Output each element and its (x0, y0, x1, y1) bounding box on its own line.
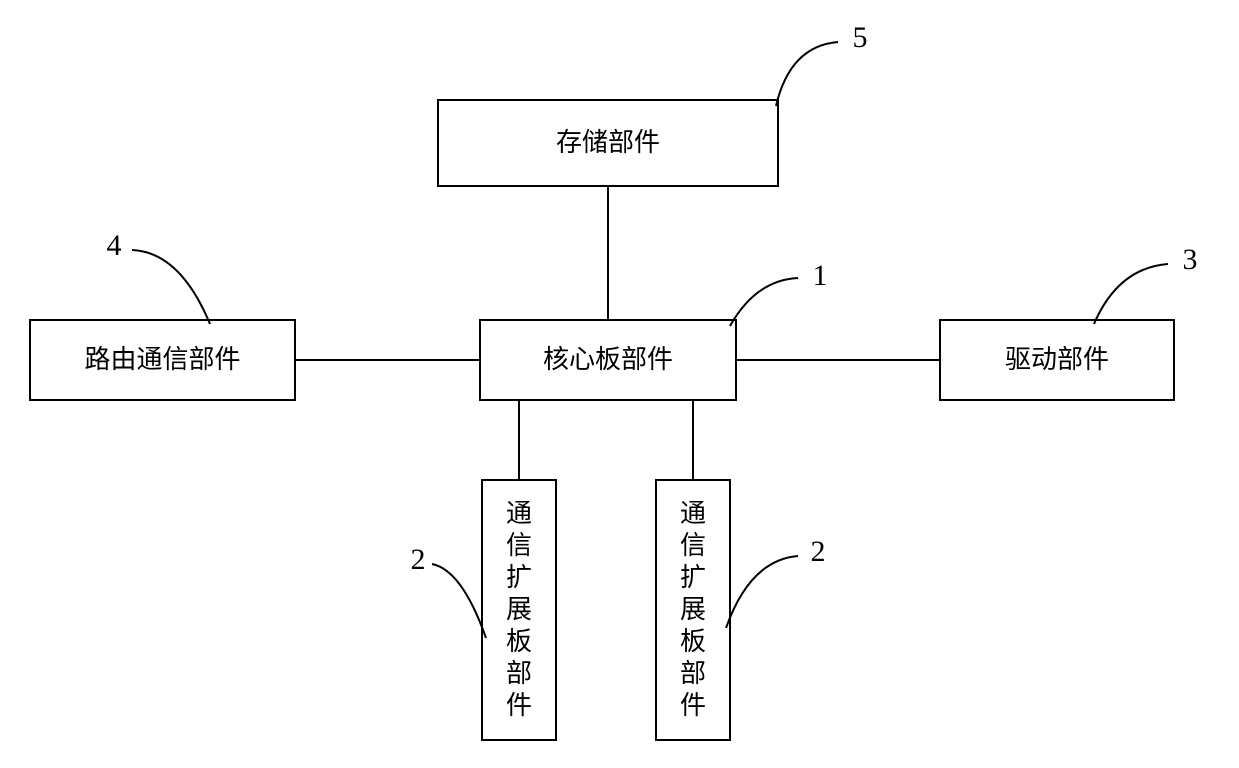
box-storage-label: 存储部件 (556, 128, 660, 157)
box-router: 路由通信部件 (30, 320, 295, 400)
leader-2-number: 3 (1183, 243, 1198, 276)
leader-3-number: 4 (107, 229, 122, 262)
box-storage: 存储部件 (438, 100, 778, 186)
diagram-canvas: 存储部件核心板部件 路由通信部件 驱动部件通信扩展板部件 通信扩展板部件 5 1 3 4 2 2 (0, 0, 1239, 768)
leader-2-curve (1094, 264, 1168, 324)
box-ext_left-label: 通信扩展板部件 (506, 499, 532, 720)
leader-5-curve (726, 556, 798, 628)
leader-1-curve (730, 278, 798, 326)
leader-1-number: 1 (813, 259, 828, 292)
leader-3-curve (132, 250, 210, 324)
box-core: 核心板部件 (480, 320, 736, 400)
box-ext_right: 通信扩展板部件 (656, 480, 730, 740)
leader-4-curve (432, 564, 486, 638)
box-driver: 驱动部件 (940, 320, 1174, 400)
box-router-label: 路由通信部件 (84, 345, 240, 374)
leader-4-number: 2 (411, 543, 426, 576)
box-driver-label: 驱动部件 (1005, 345, 1109, 374)
box-core-label: 核心板部件 (543, 345, 673, 374)
leader-5-number: 2 (811, 535, 826, 568)
box-ext_left: 通信扩展板部件 (482, 480, 556, 740)
box-ext_right-label: 通信扩展板部件 (680, 499, 706, 720)
leader-0-number: 5 (853, 21, 868, 54)
leader-0-curve (776, 42, 838, 106)
